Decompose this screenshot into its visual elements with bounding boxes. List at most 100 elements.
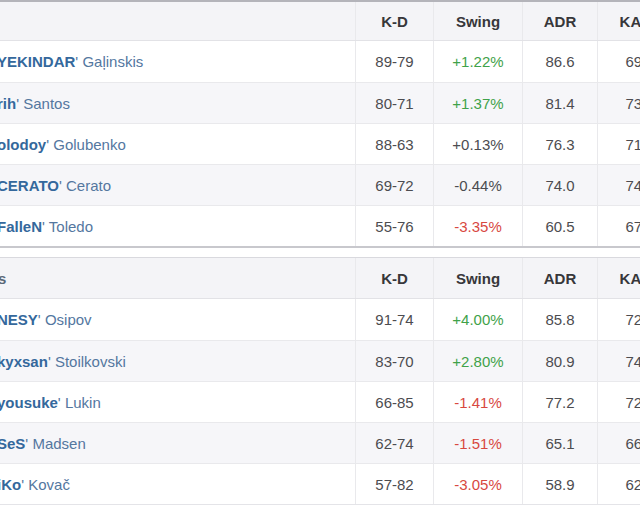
kast-cell: 66.4 (597, 423, 640, 463)
kast-cell: 71.0 (597, 124, 640, 164)
kast-cell: 74.8 (597, 165, 640, 205)
adr-cell: 81.4 (522, 83, 597, 123)
player-surname: Gaļinskis (82, 53, 143, 70)
swing-cell: +1.22% (433, 41, 522, 82)
player-nickname: rih (0, 95, 16, 112)
kd-cell: 62-74 (355, 423, 433, 463)
player-stats-row: NESY' Osipov 91-74 +4.00% 85.8 72.0 (0, 299, 640, 340)
swing-cell: +1.37% (433, 83, 522, 123)
player-surname: Madsen (32, 435, 85, 452)
col-header-adr: ADR (522, 2, 597, 40)
player-link[interactable]: iKo' Kovač (0, 476, 70, 493)
col-header-kast: KAST (597, 2, 640, 40)
swing-cell: +4.00% (433, 299, 522, 340)
player-link[interactable]: FalleN' Toledo (0, 218, 93, 235)
team-header-cell (0, 2, 355, 40)
stats-header-row-1: K-D Swing ADR KAST (0, 2, 640, 41)
player-cell: olodoy' Golubenko (0, 124, 355, 164)
name-separator: ' (25, 435, 28, 452)
team-header-cell: s (0, 258, 355, 298)
kast-cell: 67.3 (597, 206, 640, 246)
player-link[interactable]: rih' Santos (0, 95, 70, 112)
player-surname: Lukin (65, 394, 101, 411)
adr-cell: 65.1 (522, 423, 597, 463)
kast-cell: 72.0 (597, 382, 640, 422)
stats-header-row-2: s K-D Swing ADR KAST (0, 258, 640, 299)
name-separator: ' (48, 353, 51, 370)
adr-cell: 76.3 (522, 124, 597, 164)
player-link[interactable]: NESY' Osipov (0, 311, 92, 328)
adr-cell: 74.0 (522, 165, 597, 205)
player-stats-row: iKo' Kovač 57-82 -3.05% 58.9 62.6 (0, 463, 640, 504)
player-link[interactable]: yousuke' Lukin (0, 394, 101, 411)
player-nickname: kyxsan (0, 353, 48, 370)
team-stats-table-1: K-D Swing ADR KAST YEKINDAR' Gaļinskis 8… (0, 0, 640, 248)
kast-cell: 72.0 (597, 299, 640, 340)
player-stats-row: SeS' Madsen 62-74 -1.51% 65.1 66.4 (0, 422, 640, 463)
player-nickname: SeS (0, 435, 25, 452)
name-separator: ' (42, 218, 45, 235)
swing-cell: -0.44% (433, 165, 522, 205)
adr-cell: 77.2 (522, 382, 597, 422)
col-header-swing: Swing (433, 2, 522, 40)
player-link[interactable]: YEKINDAR' Gaļinskis (0, 53, 143, 70)
player-link[interactable]: CERATO' Cerato (0, 177, 111, 194)
name-separator: ' (58, 394, 61, 411)
player-cell: NESY' Osipov (0, 299, 355, 340)
player-surname: Golubenko (53, 136, 126, 153)
swing-cell: +0.13% (433, 124, 522, 164)
name-separator: ' (75, 53, 78, 70)
name-separator: ' (38, 311, 41, 328)
swing-cell: -3.05% (433, 464, 522, 504)
kd-cell: 88-63 (355, 124, 433, 164)
player-nickname: YEKINDAR (0, 53, 75, 70)
player-cell: SeS' Madsen (0, 423, 355, 463)
player-nickname: olodoy (0, 136, 46, 153)
kd-cell: 89-79 (355, 41, 433, 82)
kd-cell: 66-85 (355, 382, 433, 422)
player-link[interactable]: olodoy' Golubenko (0, 136, 126, 153)
swing-cell: -3.35% (433, 206, 522, 246)
name-separator: ' (59, 177, 62, 194)
col-header-kd: K-D (355, 258, 433, 298)
name-separator: ' (21, 476, 24, 493)
kd-cell: 55-76 (355, 206, 433, 246)
player-stats-row: YEKINDAR' Gaļinskis 89-79 +1.22% 86.6 69… (0, 41, 640, 82)
player-surname: Osipov (45, 311, 92, 328)
swing-cell: -1.51% (433, 423, 522, 463)
team-name-fragment: s (0, 270, 6, 287)
player-surname: Santos (23, 95, 70, 112)
adr-cell: 58.9 (522, 464, 597, 504)
kast-cell: 69.2 (597, 41, 640, 82)
player-cell: kyxsan' Stoilkovski (0, 341, 355, 381)
adr-cell: 80.9 (522, 341, 597, 381)
swing-cell: +2.80% (433, 341, 522, 381)
player-cell: yousuke' Lukin (0, 382, 355, 422)
player-cell: YEKINDAR' Gaļinskis (0, 41, 355, 82)
adr-cell: 86.6 (522, 41, 597, 82)
player-surname: Toledo (49, 218, 93, 235)
name-separator: ' (16, 95, 19, 112)
player-link[interactable]: kyxsan' Stoilkovski (0, 353, 126, 370)
col-header-kd: K-D (355, 2, 433, 40)
player-stats-row: FalleN' Toledo 55-76 -3.35% 60.5 67.3 (0, 205, 640, 246)
col-header-adr: ADR (522, 258, 597, 298)
player-link[interactable]: SeS' Madsen (0, 435, 86, 452)
player-stats-row: olodoy' Golubenko 88-63 +0.13% 76.3 71.0 (0, 123, 640, 164)
kd-cell: 91-74 (355, 299, 433, 340)
swing-cell: -1.41% (433, 382, 522, 422)
player-surname: Kovač (28, 476, 70, 493)
kd-cell: 80-71 (355, 83, 433, 123)
player-nickname: NESY (0, 311, 38, 328)
player-nickname: yousuke (0, 394, 58, 411)
kast-cell: 62.6 (597, 464, 640, 504)
player-surname: Stoilkovski (55, 353, 126, 370)
player-stats-row: yousuke' Lukin 66-85 -1.41% 77.2 72.0 (0, 381, 640, 422)
kd-cell: 69-72 (355, 165, 433, 205)
player-cell: FalleN' Toledo (0, 206, 355, 246)
kd-cell: 83-70 (355, 341, 433, 381)
player-cell: iKo' Kovač (0, 464, 355, 504)
col-header-swing: Swing (433, 258, 522, 298)
player-cell: CERATO' Cerato (0, 165, 355, 205)
player-nickname: iKo (0, 476, 21, 493)
